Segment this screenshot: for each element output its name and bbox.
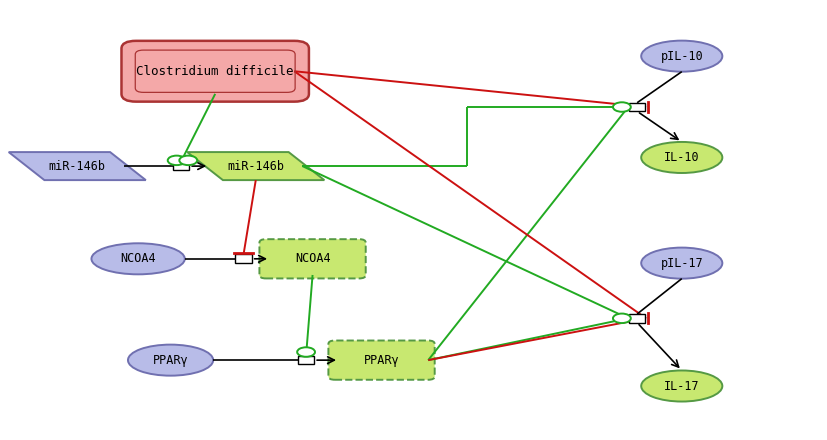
- Ellipse shape: [640, 142, 721, 173]
- Bar: [629, 103, 644, 111]
- Circle shape: [179, 156, 197, 165]
- Ellipse shape: [640, 370, 721, 402]
- Text: IL-17: IL-17: [663, 380, 699, 392]
- Ellipse shape: [640, 248, 721, 279]
- Ellipse shape: [91, 243, 184, 274]
- Polygon shape: [187, 152, 324, 180]
- Bar: [298, 356, 313, 364]
- Circle shape: [612, 102, 630, 112]
- Text: Clostridium difficile: Clostridium difficile: [136, 65, 294, 78]
- Text: NCOA4: NCOA4: [120, 252, 155, 265]
- Polygon shape: [8, 152, 146, 180]
- Text: miR-146b: miR-146b: [49, 160, 106, 172]
- Text: PPARγ: PPARγ: [363, 354, 399, 367]
- Text: NCOA4: NCOA4: [294, 252, 330, 265]
- Bar: [629, 314, 644, 323]
- Circle shape: [612, 314, 630, 323]
- FancyBboxPatch shape: [259, 239, 366, 279]
- Circle shape: [168, 156, 185, 165]
- Ellipse shape: [128, 345, 213, 376]
- Bar: [235, 254, 251, 263]
- Text: miR-146b: miR-146b: [227, 160, 284, 172]
- FancyBboxPatch shape: [328, 341, 434, 380]
- Circle shape: [297, 347, 314, 357]
- Bar: [173, 162, 189, 170]
- Text: pIL-10: pIL-10: [660, 50, 702, 62]
- Text: IL-10: IL-10: [663, 151, 699, 164]
- Text: PPARγ: PPARγ: [152, 354, 189, 367]
- Text: pIL-17: pIL-17: [660, 257, 702, 270]
- FancyBboxPatch shape: [122, 41, 308, 102]
- Ellipse shape: [640, 40, 721, 72]
